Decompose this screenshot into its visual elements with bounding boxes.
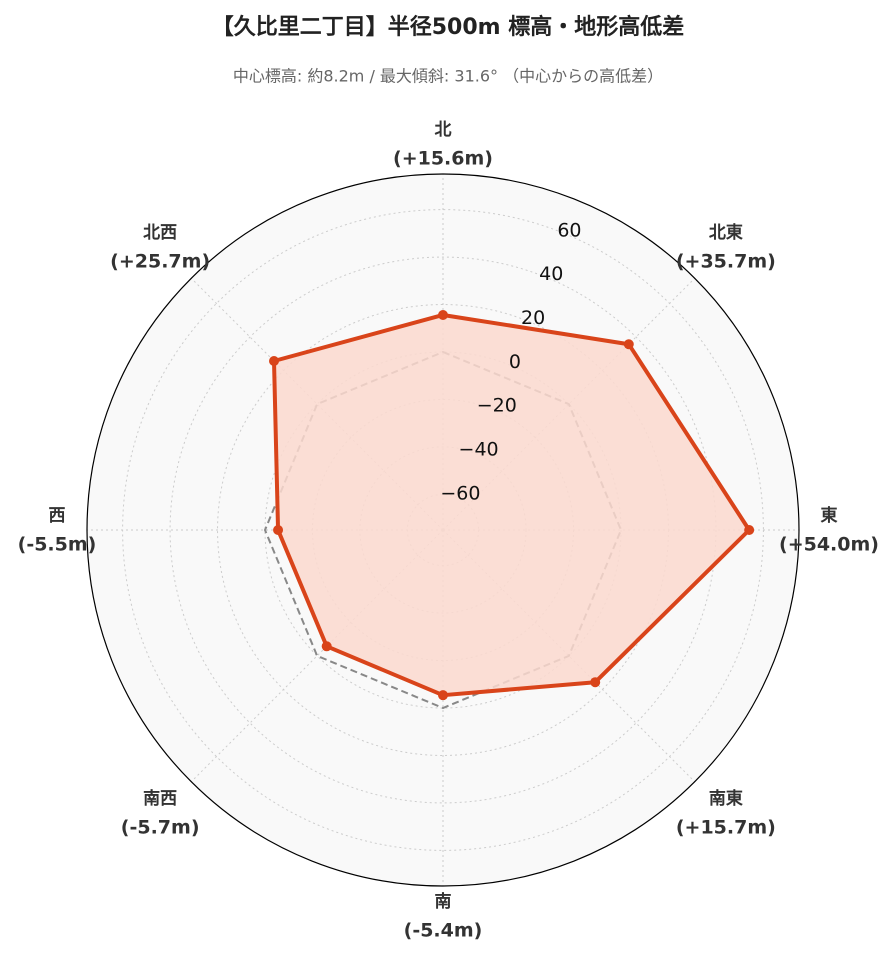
category-label: 北東 bbox=[709, 222, 743, 243]
data-point bbox=[269, 356, 280, 367]
category-label: 東 bbox=[821, 505, 838, 526]
data-point bbox=[321, 641, 332, 652]
category-label: 南西 bbox=[143, 788, 177, 809]
data-point bbox=[438, 309, 448, 320]
data-point bbox=[438, 690, 448, 701]
data-point bbox=[590, 677, 601, 688]
grid-spoke bbox=[442, 277, 696, 531]
value-label: (-5.4m) bbox=[404, 920, 483, 942]
category-label: 北西 bbox=[143, 223, 177, 243]
grid-spoke bbox=[442, 529, 696, 783]
r-tick-label: 40 bbox=[539, 263, 563, 285]
r-tick-label: 60 bbox=[557, 219, 581, 241]
value-label: (-5.7m) bbox=[121, 816, 200, 838]
value-label: (+15.7m) bbox=[676, 816, 776, 838]
r-tick-label: −20 bbox=[477, 395, 517, 417]
category-label: 北 bbox=[435, 120, 452, 140]
value-label: (+35.7m) bbox=[676, 251, 776, 273]
r-tick-label: 0 bbox=[509, 351, 521, 373]
category-label: 西 bbox=[49, 506, 66, 526]
chart-title: 【久比里二丁目】半径500m 標高・地形高低差 bbox=[212, 14, 685, 40]
category-label: 南 bbox=[435, 891, 452, 912]
data-point bbox=[623, 339, 634, 350]
r-tick-label: −40 bbox=[459, 439, 499, 461]
value-label: (+25.7m) bbox=[110, 251, 210, 273]
value-label: (+15.6m) bbox=[393, 148, 493, 170]
value-label: (+54.0m) bbox=[779, 534, 879, 556]
grid-spoke bbox=[190, 277, 444, 531]
data-point bbox=[273, 525, 284, 535]
r-tick-label: 20 bbox=[521, 307, 545, 329]
chart-subtitle: 中心標高: 約8.2m / 最大傾斜: 31.6° （中心からの高低差） bbox=[233, 67, 663, 86]
category-label: 南東 bbox=[709, 788, 743, 809]
value-label: (-5.5m) bbox=[18, 534, 97, 556]
plot-border bbox=[86, 173, 800, 887]
r-tick-label: −60 bbox=[440, 482, 480, 504]
grid-spoke bbox=[190, 529, 444, 783]
data-point bbox=[744, 525, 755, 535]
